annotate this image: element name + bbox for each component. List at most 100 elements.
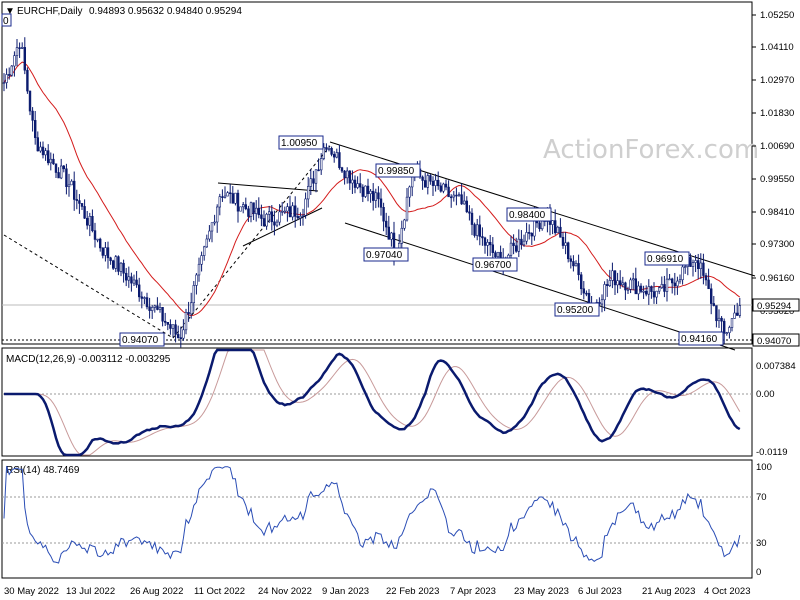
candle-body <box>33 120 37 138</box>
candle-body <box>151 307 154 311</box>
candle-body <box>247 208 250 217</box>
price-axis-label: 1.02970 <box>760 75 794 86</box>
date-axis-label: 21 Aug 2023 <box>642 586 695 597</box>
candle-body <box>190 302 193 315</box>
candle-body <box>650 286 653 292</box>
candle-body <box>291 205 294 218</box>
date-axis-label: 30 May 2022 <box>4 586 59 597</box>
annotation-box <box>644 251 690 266</box>
candle-body <box>720 317 723 322</box>
candle-body <box>400 227 403 244</box>
candle-body <box>203 246 206 256</box>
candle-body <box>171 324 175 329</box>
candle-body <box>691 262 695 267</box>
candle-body <box>694 260 697 263</box>
annotation-box <box>678 331 724 346</box>
candle-body <box>156 305 159 310</box>
candle-body <box>293 205 297 217</box>
candle-body <box>655 290 658 298</box>
candle-body <box>728 327 731 334</box>
candle-body <box>104 247 107 256</box>
candle-body <box>88 216 92 226</box>
candle-body <box>135 279 138 286</box>
candle-body <box>387 226 390 240</box>
annotation-0-96910: 0.96910 <box>647 254 684 265</box>
candle-body <box>699 262 703 270</box>
macd-axis-bottom: -0.0119 <box>756 447 788 458</box>
price-axis-label: 0.98410 <box>760 207 794 218</box>
candle-body <box>574 263 578 267</box>
annotation-0-96700: 0.96700 <box>475 260 512 271</box>
candle-body <box>234 192 237 204</box>
candle-body <box>678 279 682 282</box>
candle-body <box>644 290 648 295</box>
candle-body <box>624 282 627 291</box>
candle-body <box>421 176 424 181</box>
candle-body <box>582 288 586 294</box>
candle-body <box>270 211 273 223</box>
candle-body <box>447 186 450 198</box>
macd-axis-top: 0.007384 <box>756 361 796 372</box>
current-price-value: 0.95294 <box>757 301 791 312</box>
candle-body <box>431 180 435 186</box>
lower-channel-line <box>344 222 736 351</box>
candle-body <box>481 236 484 239</box>
low-price-value: 0.94070 <box>757 336 791 347</box>
candle-body <box>735 312 739 316</box>
candle-body <box>556 226 560 234</box>
candle-body <box>59 165 63 179</box>
candle-body <box>125 272 128 281</box>
menu-chevron-icon[interactable]: ▼ <box>5 6 15 17</box>
candle-body <box>647 286 651 295</box>
candle-body <box>223 195 227 198</box>
candle-body <box>338 152 341 168</box>
candle-body <box>75 199 79 201</box>
macd-panel-frame <box>1 347 753 457</box>
candle-body <box>99 238 102 249</box>
candle-body <box>288 206 292 218</box>
candle-body <box>371 190 375 201</box>
rsi-axis-70: 70 <box>756 492 767 503</box>
price-axis-label: 1.04110 <box>760 42 794 53</box>
candle-body <box>262 218 266 227</box>
candle-body <box>231 193 234 204</box>
rsi-axis-100: 100 <box>756 462 772 473</box>
date-axis: 30 May 2022 13 Jul 2022 26 Aug 2022 11 Oct … <box>4 586 750 597</box>
candle-body <box>465 200 468 213</box>
rsi-axis-30: 30 <box>756 538 767 549</box>
candle-body <box>132 279 136 284</box>
candle-body <box>626 288 630 291</box>
candle-body <box>96 238 99 241</box>
candle-body <box>569 258 573 262</box>
annotation-0-98400: 0.98400 <box>509 210 546 221</box>
candle-body <box>522 240 526 246</box>
candle-body <box>663 284 666 292</box>
candle-body <box>725 332 729 335</box>
candle-body <box>444 183 448 188</box>
candle-body <box>434 179 437 186</box>
candle-body <box>517 238 521 252</box>
low-price-tag <box>752 333 800 347</box>
annotation-1-00950: 1.00950 <box>281 138 318 149</box>
candle-body <box>101 247 105 256</box>
price-annotations: 1.00950 0.99850 0.98400 0.97040 0.96700 … <box>1 13 724 347</box>
candle-body <box>621 282 625 286</box>
candle-body <box>210 222 214 232</box>
date-axis-label: 11 Oct 2022 <box>194 586 245 597</box>
candle-body <box>52 158 55 165</box>
candle-body <box>218 196 221 208</box>
candle-body <box>322 147 325 159</box>
candle-body <box>665 278 669 292</box>
date-axis-label: 4 Oct 2023 <box>704 586 750 597</box>
candle-body <box>309 178 312 187</box>
rsi-line <box>3 465 741 564</box>
candle-body <box>660 284 664 288</box>
candle-body <box>512 242 515 247</box>
date-axis-label: 9 Jan 2023 <box>322 586 369 597</box>
candle-body <box>499 251 502 259</box>
candle-body <box>361 186 364 197</box>
candle-body <box>631 278 635 281</box>
candle-body <box>585 292 588 295</box>
candle-body <box>312 178 315 184</box>
